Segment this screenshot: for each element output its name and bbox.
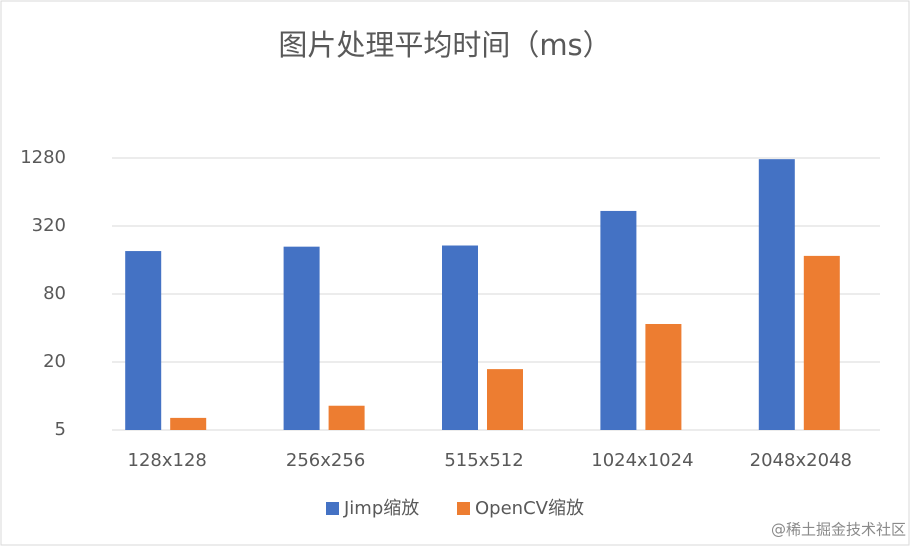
bar bbox=[600, 210, 637, 430]
x-tick-label: 256x256 bbox=[286, 450, 365, 471]
y-tick-label: 20 bbox=[43, 351, 66, 372]
y-tick-label: 80 bbox=[43, 283, 66, 304]
chart-title: 图片处理平均时间（ms） bbox=[278, 28, 611, 62]
legend-label: Jimp缩放 bbox=[343, 498, 419, 519]
x-tick-label: 128x128 bbox=[128, 450, 207, 471]
bar bbox=[442, 245, 478, 430]
legend-swatch bbox=[457, 502, 470, 515]
y-tick-label: 320 bbox=[32, 215, 66, 236]
x-tick-label: 2048x2048 bbox=[750, 450, 852, 471]
bar bbox=[487, 369, 523, 430]
bar bbox=[645, 323, 682, 430]
watermark: @稀土掘金技术社区 bbox=[771, 521, 906, 539]
legend-swatch bbox=[326, 502, 339, 515]
legend-label: OpenCV缩放 bbox=[475, 498, 584, 519]
x-tick-label: 1024x1024 bbox=[591, 450, 693, 471]
bar bbox=[170, 417, 207, 430]
bar bbox=[803, 255, 840, 430]
y-tick-label: 1280 bbox=[20, 147, 66, 168]
x-tick-label: 515x512 bbox=[444, 450, 523, 471]
bar bbox=[758, 159, 795, 430]
bar bbox=[125, 251, 162, 430]
bar bbox=[283, 246, 320, 430]
y-tick-label: 5 bbox=[55, 419, 66, 440]
bar bbox=[328, 405, 365, 430]
